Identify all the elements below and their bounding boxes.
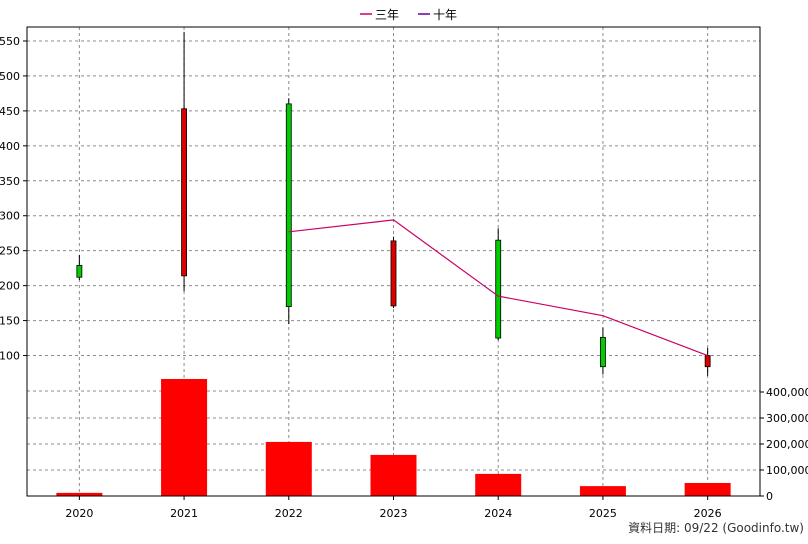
volume-bar-2020 [56, 492, 103, 496]
volume-tick-label-2: 200,000 [766, 438, 808, 451]
volume-tick-label-0: 0 [766, 490, 773, 503]
candle-body-2024 [495, 239, 502, 339]
series-line-0 [288, 219, 708, 357]
price-tick-label-3: 250 [0, 245, 20, 258]
volume-bars [56, 379, 731, 496]
volume-tick-label-3: 300,000 [766, 412, 808, 425]
volume-y-axis: 0 100,000 200,000 300,000 400,000 [760, 386, 808, 503]
volume-bar-2021 [161, 379, 208, 496]
price-tick-label-1: 150 [0, 315, 20, 328]
volume-bar-2024 [475, 473, 522, 496]
legend: 三年 十年 [360, 8, 457, 22]
data-date-footer: 資料日期: 09/22 (Goodinfo.tw) [628, 521, 804, 535]
volume-bar-2026 [684, 483, 731, 496]
candle-body-2020 [76, 264, 83, 278]
candle-body-2022 [285, 103, 292, 308]
volume-tick-label-1: 100,000 [766, 464, 808, 477]
candle-body-2026 [704, 355, 711, 368]
x-tick-label-2026: 2026 [694, 507, 722, 520]
candle-body-2025 [600, 336, 606, 368]
x-tick-label-2022: 2022 [275, 507, 303, 520]
price-tick-label-5: 350 [0, 175, 20, 188]
plot-border [26, 26, 761, 497]
price-tick-label-9: 550 [0, 35, 20, 48]
price-tick-label-4: 300 [0, 210, 20, 223]
volume-bar-2022 [265, 441, 312, 496]
volume-bar-2023 [370, 454, 417, 496]
candle-body-2021 [181, 108, 187, 277]
x-axis: 2020 2021 2022 2023 2024 2025 2026 [65, 496, 722, 520]
moving-average-lines [288, 219, 708, 357]
x-tick-label-2021: 2021 [170, 507, 198, 520]
price-y-axis: 100 150 200 250 300 350 400 450 500 550 [0, 35, 27, 363]
x-tick-label-2023: 2023 [380, 507, 408, 520]
legend-label-0: 三年 [375, 8, 399, 22]
candlesticks [76, 31, 711, 376]
x-tick-label-2020: 2020 [65, 507, 93, 520]
x-tick-label-2025: 2025 [589, 507, 617, 520]
price-tick-label-8: 500 [0, 70, 20, 83]
candle-body-2023 [390, 240, 397, 307]
price-tick-label-2: 200 [0, 280, 20, 293]
plot-frame [26, 26, 761, 497]
x-tick-label-2024: 2024 [484, 507, 512, 520]
price-tick-label-6: 400 [0, 140, 20, 153]
price-tick-label-0: 100 [0, 350, 20, 363]
legend-label-1: 十年 [433, 8, 457, 22]
volume-tick-label-4: 400,000 [766, 386, 808, 399]
volume-bar-2025 [579, 486, 626, 496]
price-tick-label-7: 450 [0, 105, 20, 118]
